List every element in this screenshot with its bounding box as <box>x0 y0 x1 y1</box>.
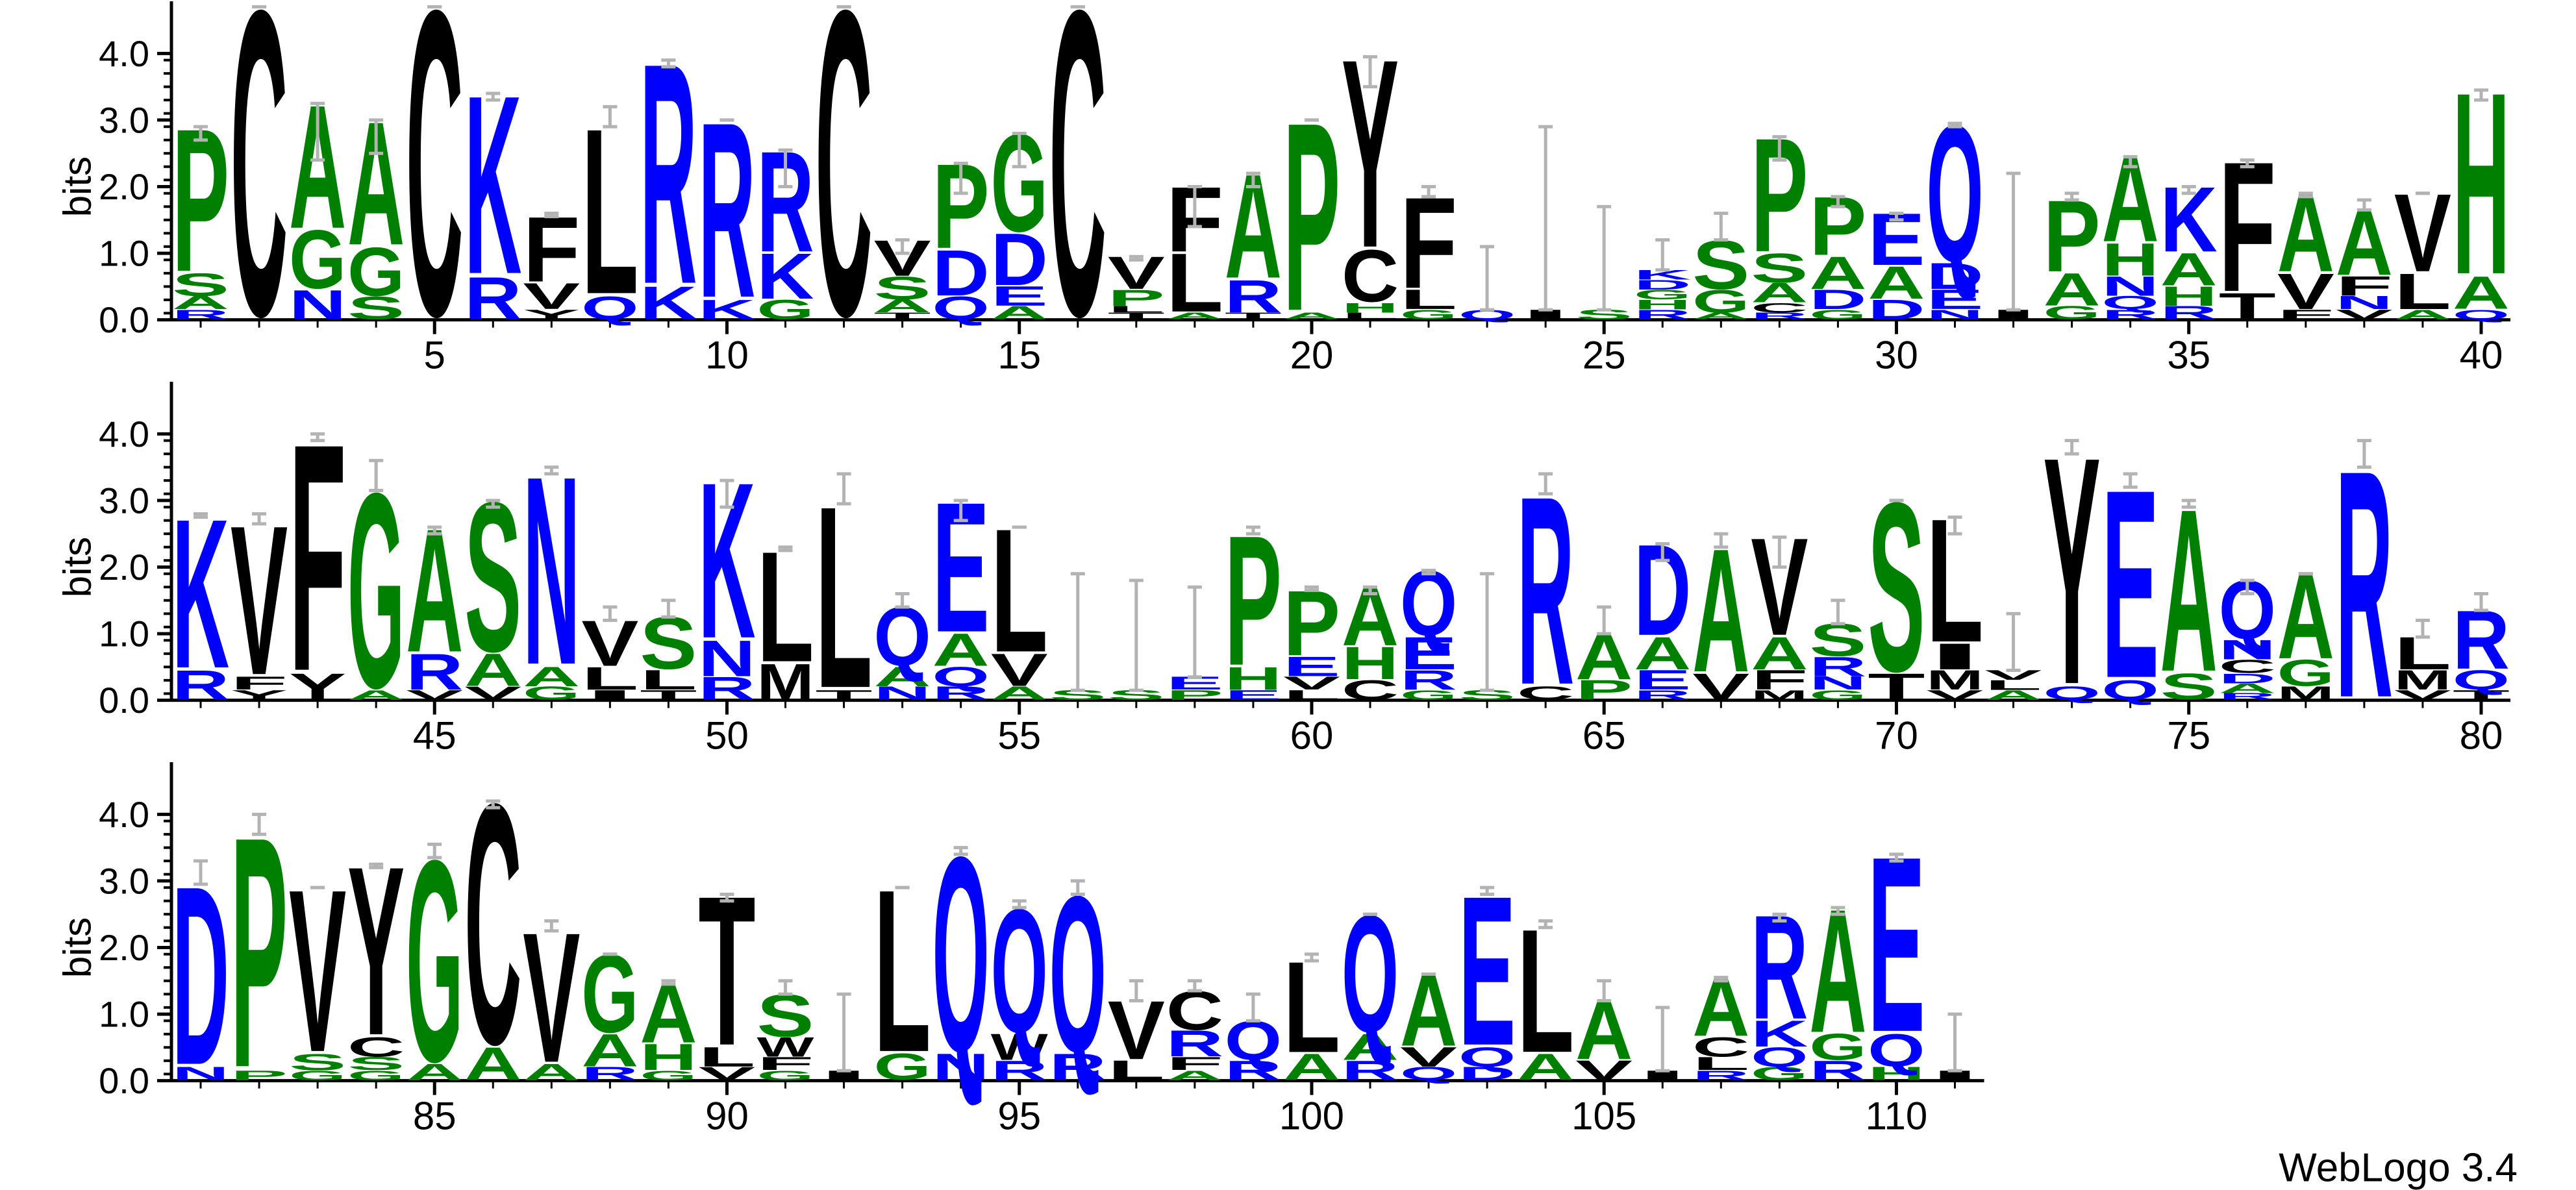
svg-text:C: C <box>406 0 463 380</box>
svg-text:75: 75 <box>2167 714 2210 758</box>
svg-text:K: K <box>698 436 755 685</box>
svg-text:bits: bits <box>56 537 99 597</box>
svg-text:E: E <box>1868 199 1925 281</box>
svg-text:N: N <box>523 420 580 721</box>
svg-text:25: 25 <box>1582 334 1626 377</box>
svg-text:Y: Y <box>347 816 405 1085</box>
svg-text:L: L <box>1927 482 1984 679</box>
svg-text:V: V <box>289 841 347 1100</box>
svg-text:L: L <box>991 491 1048 689</box>
svg-text:V: V <box>874 230 931 287</box>
svg-text:C: C <box>816 0 873 380</box>
svg-text:R: R <box>1751 885 1808 1050</box>
svg-text:2.0: 2.0 <box>99 166 149 207</box>
svg-text:bits: bits <box>56 156 99 217</box>
svg-text:40: 40 <box>2460 334 2503 377</box>
svg-text:P: P <box>932 140 990 274</box>
svg-text:V: V <box>1751 510 1808 665</box>
svg-text:0.0: 0.0 <box>99 1060 149 1101</box>
svg-text:65: 65 <box>1582 714 1626 758</box>
svg-text:30: 30 <box>1875 334 1918 377</box>
svg-text:C: C <box>1049 0 1107 380</box>
svg-text:4.0: 4.0 <box>99 33 149 74</box>
svg-text:90: 90 <box>705 1095 749 1138</box>
svg-text:WebLogo 3.4: WebLogo 3.4 <box>2279 1146 2518 1190</box>
svg-text:A: A <box>406 491 463 689</box>
svg-text:P: P <box>1751 105 1808 286</box>
svg-text:S: S <box>1868 452 1925 722</box>
svg-text:3.0: 3.0 <box>99 480 149 521</box>
svg-text:80: 80 <box>2460 714 2503 758</box>
svg-text:3.0: 3.0 <box>99 860 149 901</box>
svg-text:15: 15 <box>997 334 1041 377</box>
svg-text:S: S <box>464 458 521 696</box>
svg-text:1.0: 1.0 <box>99 614 149 654</box>
svg-text:1.0: 1.0 <box>99 233 149 274</box>
svg-text:4.0: 4.0 <box>99 794 149 835</box>
svg-text:95: 95 <box>997 1095 1041 1138</box>
svg-text:A: A <box>347 84 405 282</box>
svg-text:A: A <box>1400 954 1457 1067</box>
svg-text:F: F <box>2219 123 2276 330</box>
svg-text:1.0: 1.0 <box>99 994 149 1035</box>
svg-text:0.0: 0.0 <box>99 680 149 721</box>
svg-text:L: L <box>757 519 814 695</box>
svg-text:Q: Q <box>932 799 990 1109</box>
svg-text:A: A <box>1225 144 1282 310</box>
svg-text:2.0: 2.0 <box>99 547 149 588</box>
svg-text:50: 50 <box>705 714 749 758</box>
svg-text:K: K <box>2160 168 2218 271</box>
svg-text:R: R <box>640 0 697 349</box>
svg-text:E: E <box>932 464 990 671</box>
svg-text:H: H <box>2453 38 2510 328</box>
svg-text:A: A <box>289 68 346 266</box>
svg-text:D: D <box>1634 518 1691 663</box>
svg-text:110: 110 <box>1866 1095 1928 1138</box>
svg-text:G: G <box>581 932 638 1056</box>
svg-text:4.0: 4.0 <box>99 414 149 454</box>
svg-text:A: A <box>1342 571 1399 663</box>
svg-text:100: 100 <box>1279 1095 1344 1138</box>
svg-text:60: 60 <box>1290 714 1334 758</box>
svg-text:P: P <box>1809 180 1866 273</box>
svg-text:55: 55 <box>997 714 1041 758</box>
svg-text:V: V <box>2394 171 2451 295</box>
svg-text:Q: Q <box>2219 564 2276 657</box>
svg-text:bits: bits <box>56 917 99 978</box>
svg-text:Q: Q <box>1342 881 1399 1067</box>
svg-text:R: R <box>757 121 814 282</box>
svg-text:Y: Y <box>1342 3 1399 304</box>
svg-text:35: 35 <box>2167 334 2210 377</box>
svg-text:C: C <box>231 0 288 380</box>
svg-text:A: A <box>1809 872 1866 1069</box>
svg-text:P: P <box>172 86 229 314</box>
svg-text:K: K <box>464 42 521 327</box>
svg-text:G: G <box>991 106 1048 261</box>
svg-text:K: K <box>172 475 229 713</box>
svg-text:Q: Q <box>1400 552 1457 655</box>
svg-text:C: C <box>464 761 521 1116</box>
svg-text:L: L <box>874 841 931 1100</box>
svg-text:E: E <box>1868 804 1925 1084</box>
svg-text:P: P <box>1283 66 1340 367</box>
svg-text:A: A <box>1692 961 1749 1054</box>
svg-text:Q: Q <box>1927 84 1984 303</box>
svg-text:45: 45 <box>413 714 456 758</box>
svg-text:R: R <box>698 70 755 350</box>
svg-text:105: 105 <box>1571 1095 1636 1138</box>
svg-text:A: A <box>2277 550 2334 684</box>
svg-text:A: A <box>2277 171 2334 295</box>
svg-text:T: T <box>698 852 755 1090</box>
svg-text:2.0: 2.0 <box>99 927 149 968</box>
svg-text:3.0: 3.0 <box>99 99 149 140</box>
svg-text:A: A <box>2102 133 2159 267</box>
svg-text:0.0: 0.0 <box>99 299 149 340</box>
